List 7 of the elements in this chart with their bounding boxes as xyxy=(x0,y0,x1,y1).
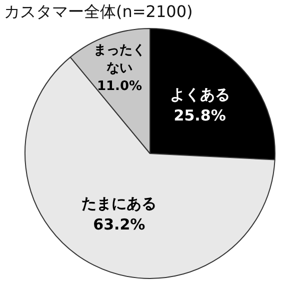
data-label: 63.2% xyxy=(93,215,146,234)
slice-label: たまにある xyxy=(82,194,157,212)
chart-title: カスタマー全体(n=2100) xyxy=(4,2,193,23)
data-label: 11.0% xyxy=(96,79,142,94)
data-label: 25.8% xyxy=(174,106,226,125)
slice-label: よくある xyxy=(170,86,230,104)
slice-label: まったくない xyxy=(94,43,146,76)
